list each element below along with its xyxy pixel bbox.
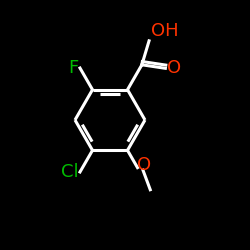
Text: O: O [138,156,151,174]
Text: Cl: Cl [61,163,79,181]
Text: OH: OH [151,22,179,40]
Text: O: O [167,59,182,77]
Text: F: F [68,59,78,77]
